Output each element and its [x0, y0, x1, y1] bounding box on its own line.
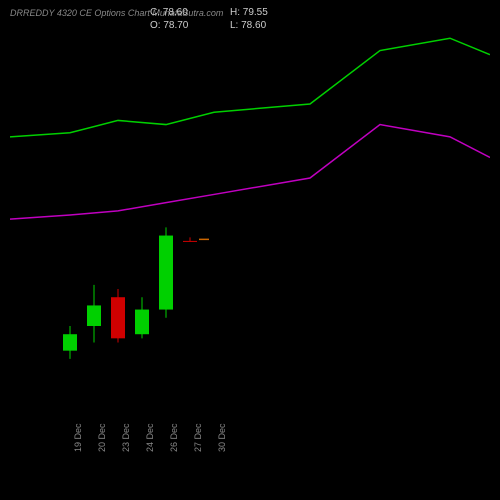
ohlc-readout: C: 78.60 H: 79.55 O: 78.70 L: 78.60: [150, 6, 310, 32]
close-reading: C: 78.60: [150, 6, 230, 19]
x-axis-label: 26 Dec: [169, 423, 179, 452]
chart-area[interactable]: [10, 30, 490, 400]
chart-svg: [10, 30, 490, 400]
x-axis-label: 23 Dec: [121, 423, 131, 452]
close-label: C:: [150, 7, 160, 18]
close-value: 78.60: [163, 7, 188, 18]
x-axis-label: 24 Dec: [145, 423, 155, 452]
high-reading: H: 79.55: [230, 6, 310, 19]
x-axis-label: 30 Dec: [217, 423, 227, 452]
x-axis-label: 27 Dec: [193, 423, 203, 452]
high-label: H:: [230, 7, 240, 18]
x-axis: 19 Dec 20 Dec 23 Dec 24 Dec 26 Dec 27 Dec 30 D…: [10, 410, 490, 470]
x-axis-label: 20 Dec: [97, 423, 107, 452]
high-value: 79.55: [243, 7, 268, 18]
x-axis-label: 19 Dec: [73, 423, 83, 452]
